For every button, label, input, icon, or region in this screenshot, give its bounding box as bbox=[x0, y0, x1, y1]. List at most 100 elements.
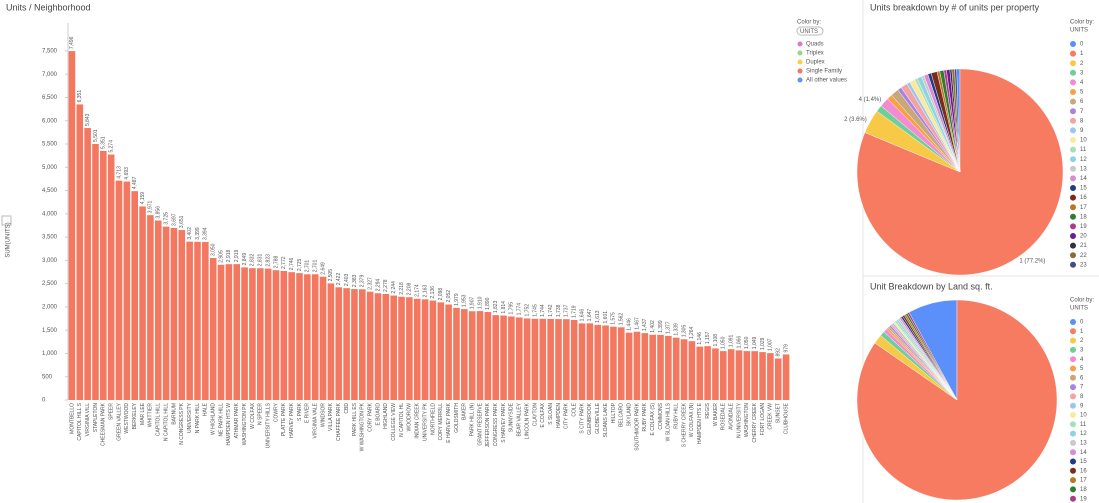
bar[interactable] bbox=[484, 312, 492, 400]
bar[interactable] bbox=[539, 318, 547, 400]
bar[interactable] bbox=[727, 349, 735, 400]
bar[interactable] bbox=[225, 264, 233, 400]
bar[interactable] bbox=[194, 241, 201, 400]
bar[interactable] bbox=[202, 242, 209, 400]
legend-swatch bbox=[1070, 117, 1076, 124]
bar[interactable] bbox=[759, 352, 766, 400]
bar[interactable] bbox=[186, 241, 193, 400]
bar[interactable] bbox=[531, 318, 539, 400]
bar[interactable] bbox=[782, 354, 790, 400]
bar[interactable] bbox=[92, 143, 99, 400]
bar[interactable] bbox=[445, 304, 452, 400]
bar[interactable] bbox=[76, 104, 84, 400]
bar[interactable] bbox=[461, 309, 468, 400]
bar[interactable] bbox=[84, 128, 91, 400]
bar[interactable] bbox=[154, 220, 162, 400]
bar[interactable] bbox=[735, 350, 743, 400]
bar[interactable] bbox=[743, 351, 751, 400]
bar[interactable] bbox=[296, 273, 303, 400]
bar[interactable] bbox=[688, 341, 696, 400]
bar[interactable] bbox=[649, 334, 656, 400]
bar[interactable] bbox=[178, 230, 186, 400]
bar[interactable] bbox=[382, 293, 390, 400]
bar[interactable] bbox=[398, 296, 405, 400]
bar[interactable] bbox=[625, 332, 633, 400]
bar[interactable] bbox=[751, 351, 758, 400]
bar[interactable] bbox=[500, 315, 507, 400]
bar[interactable] bbox=[241, 267, 248, 400]
bar[interactable] bbox=[327, 283, 335, 400]
bar[interactable] bbox=[774, 358, 782, 400]
pie-slice[interactable] bbox=[907, 312, 958, 401]
bar[interactable] bbox=[429, 300, 437, 400]
bar[interactable] bbox=[468, 311, 476, 400]
bar[interactable] bbox=[437, 302, 445, 400]
bar[interactable] bbox=[170, 227, 178, 400]
bar[interactable] bbox=[233, 264, 241, 400]
bar[interactable] bbox=[696, 346, 704, 400]
bar[interactable] bbox=[570, 319, 578, 400]
bar[interactable] bbox=[633, 331, 641, 400]
bar[interactable] bbox=[249, 268, 256, 400]
bar[interactable] bbox=[680, 339, 688, 400]
legend-dropdown[interactable] bbox=[796, 26, 824, 36]
bar[interactable] bbox=[115, 180, 123, 400]
bar[interactable] bbox=[672, 337, 680, 400]
bar[interactable] bbox=[256, 268, 264, 400]
bar[interactable] bbox=[602, 325, 609, 400]
bar[interactable] bbox=[147, 215, 154, 400]
bar[interactable] bbox=[453, 307, 460, 400]
pie-slice[interactable] bbox=[856, 68, 1064, 276]
bar[interactable] bbox=[100, 150, 107, 400]
bar[interactable] bbox=[374, 293, 382, 400]
bar[interactable] bbox=[594, 324, 602, 400]
bar[interactable] bbox=[492, 315, 500, 400]
bar[interactable] bbox=[586, 323, 594, 400]
bar[interactable] bbox=[107, 154, 115, 400]
bar[interactable] bbox=[123, 181, 131, 400]
bar[interactable] bbox=[508, 316, 515, 400]
bar[interactable] bbox=[209, 258, 217, 400]
bar[interactable] bbox=[139, 206, 146, 400]
bar[interactable] bbox=[767, 353, 774, 400]
pie-slice[interactable] bbox=[954, 68, 961, 173]
bar[interactable] bbox=[288, 272, 295, 400]
bar[interactable] bbox=[578, 323, 586, 400]
bar[interactable] bbox=[390, 295, 397, 400]
bar[interactable] bbox=[366, 291, 374, 400]
bar[interactable] bbox=[665, 335, 672, 400]
bar[interactable] bbox=[617, 327, 625, 400]
bar[interactable] bbox=[131, 191, 139, 400]
zoom-button[interactable] bbox=[1, 215, 12, 226]
bar[interactable] bbox=[343, 288, 350, 400]
bar[interactable] bbox=[162, 226, 170, 400]
bar[interactable] bbox=[272, 270, 280, 400]
bar[interactable] bbox=[280, 270, 288, 400]
bar[interactable] bbox=[719, 351, 727, 400]
bar-value-label: 2,278 bbox=[383, 279, 389, 292]
bar[interactable] bbox=[351, 289, 358, 400]
bar[interactable] bbox=[523, 318, 531, 400]
bar[interactable] bbox=[712, 348, 719, 400]
bar[interactable] bbox=[657, 334, 664, 400]
bar[interactable] bbox=[304, 274, 311, 400]
bar[interactable] bbox=[547, 318, 554, 400]
bar[interactable] bbox=[515, 317, 523, 400]
bar[interactable] bbox=[68, 51, 76, 401]
bar[interactable] bbox=[563, 319, 570, 400]
bar[interactable] bbox=[476, 311, 484, 400]
bar[interactable] bbox=[413, 298, 421, 400]
bar[interactable] bbox=[641, 333, 649, 400]
bar[interactable] bbox=[406, 297, 413, 400]
bar[interactable] bbox=[319, 276, 327, 400]
legend-label: 17 bbox=[1080, 478, 1087, 484]
bar[interactable] bbox=[704, 346, 711, 400]
bar[interactable] bbox=[217, 264, 225, 400]
bar[interactable] bbox=[610, 326, 617, 400]
bar[interactable] bbox=[335, 287, 343, 400]
bar[interactable] bbox=[421, 299, 429, 400]
bar[interactable] bbox=[358, 289, 366, 400]
bar[interactable] bbox=[311, 274, 319, 400]
bar[interactable] bbox=[555, 319, 562, 400]
bar[interactable] bbox=[264, 268, 272, 400]
